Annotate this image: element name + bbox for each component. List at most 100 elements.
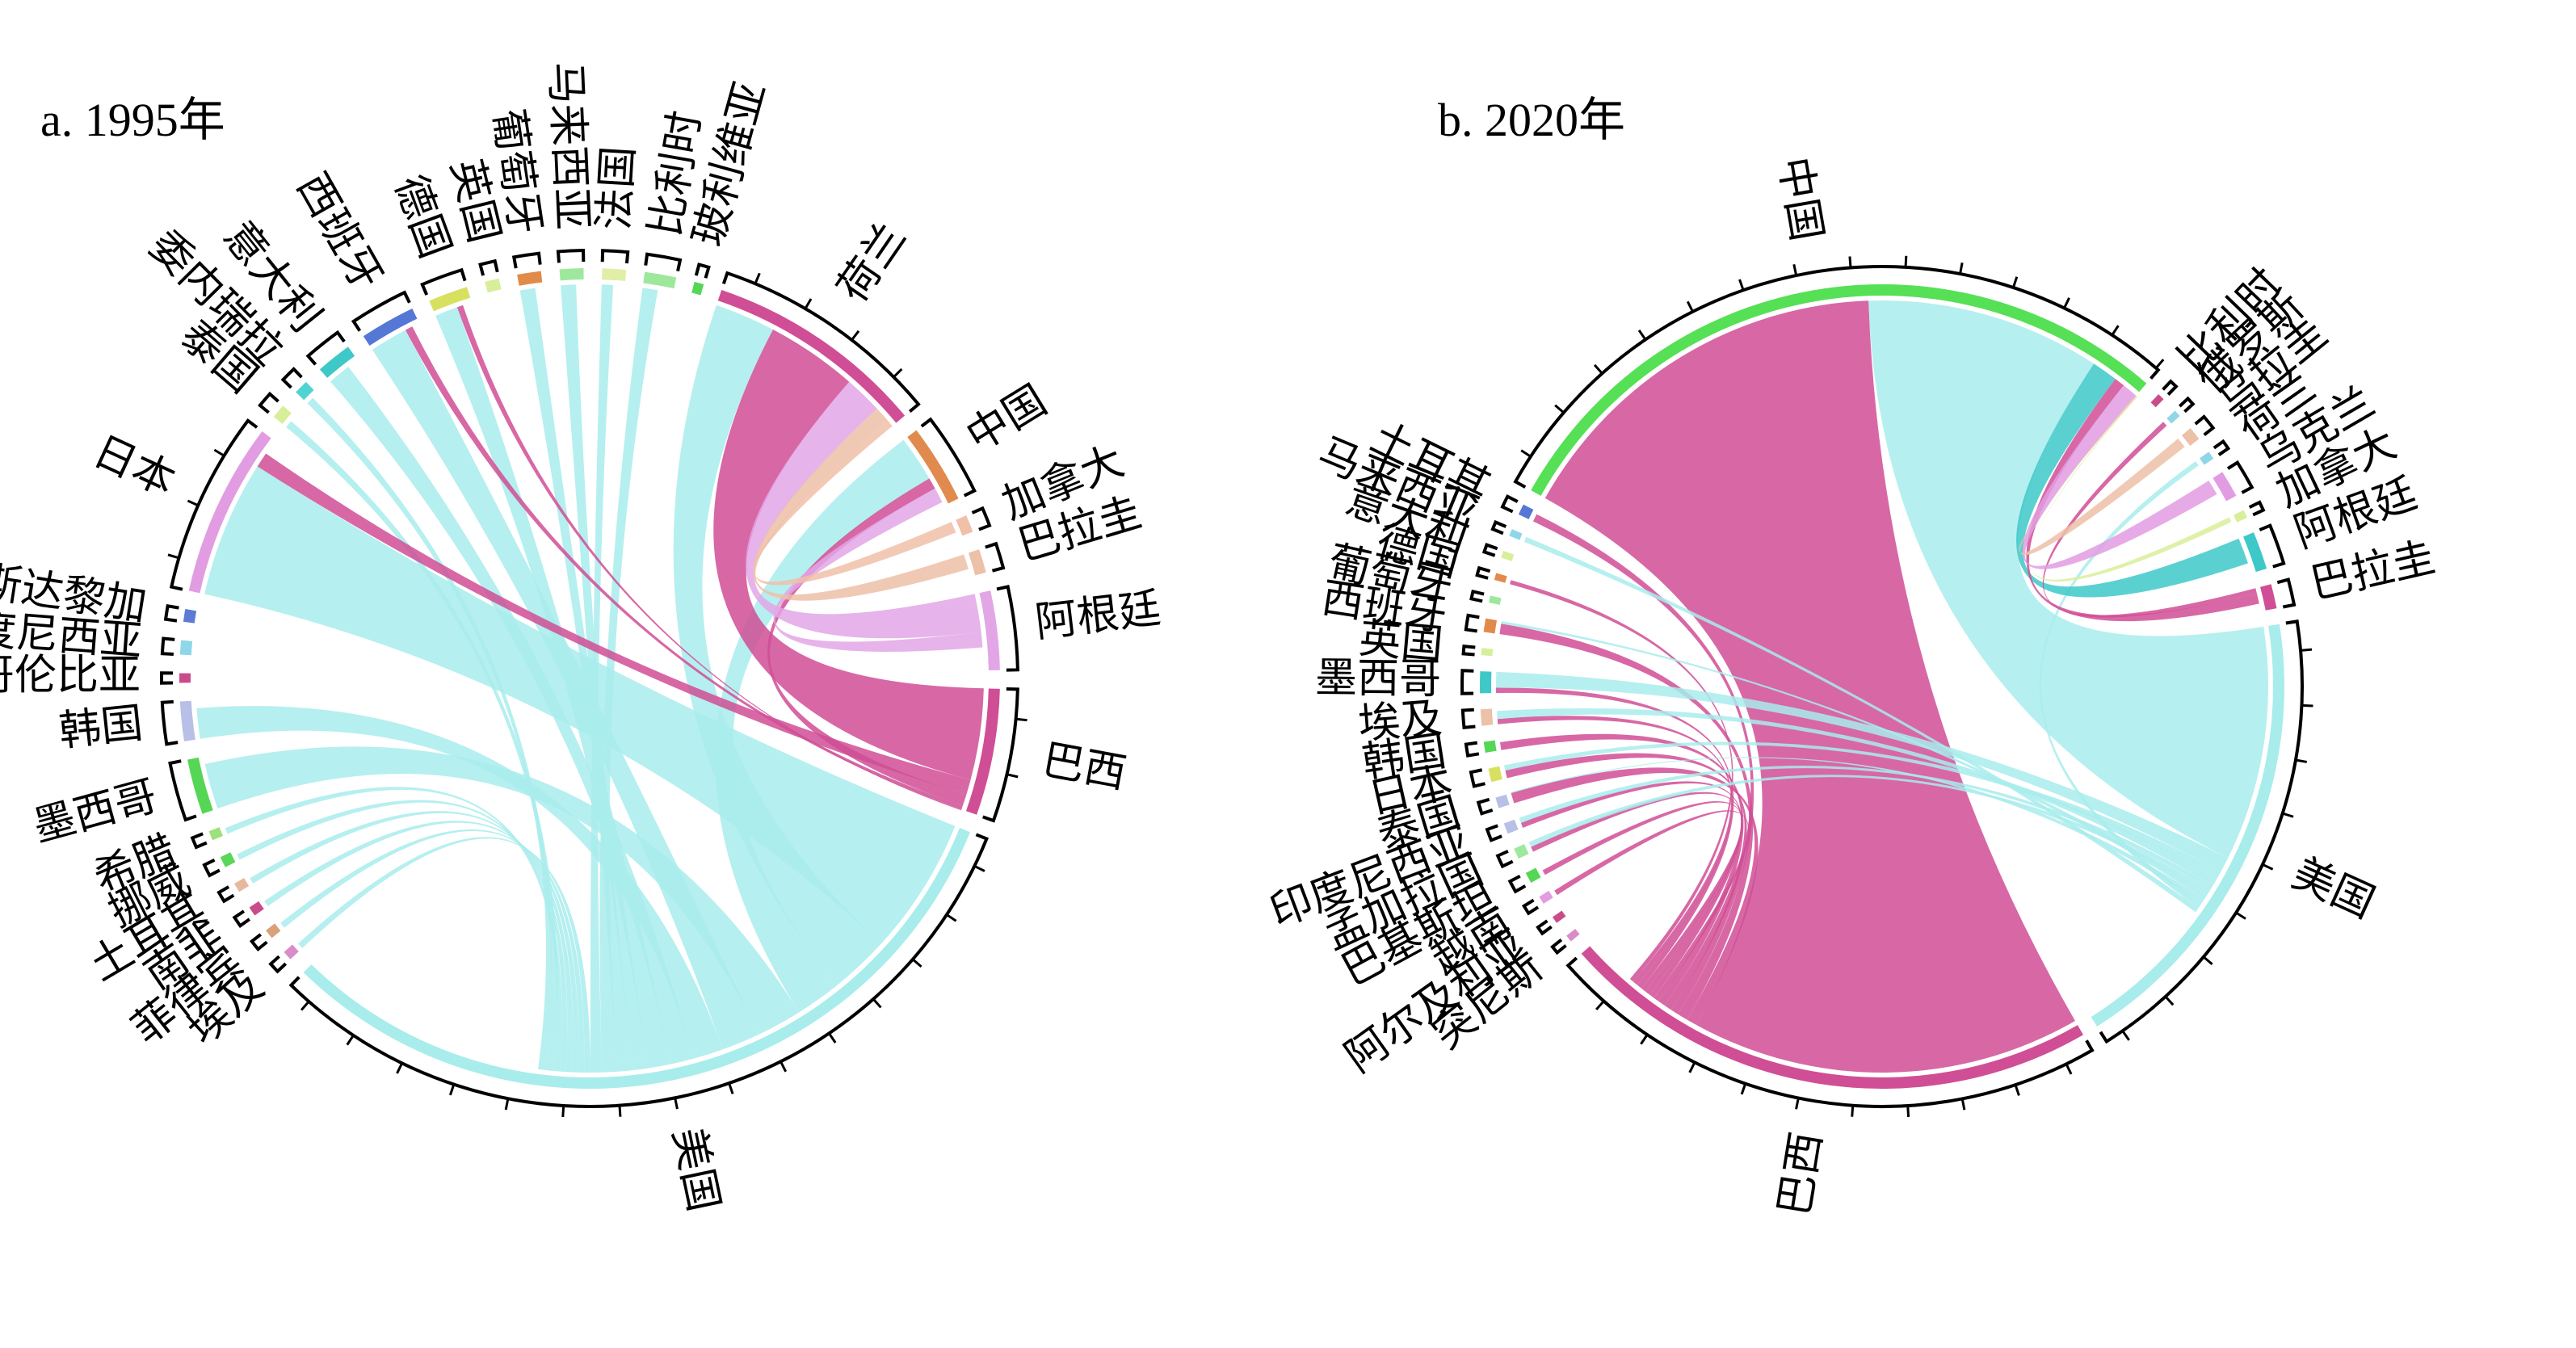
segment-arc-9: [1483, 740, 1497, 753]
segment-arc-16: [363, 308, 418, 346]
segment-bracket-16: [1481, 543, 1498, 557]
segment-tick: [1959, 262, 1964, 275]
segment-bracket-20: [556, 249, 586, 263]
ribbon-11: [590, 284, 614, 1073]
segment-label-12: 英国: [1357, 615, 1445, 670]
segment-tick: [946, 913, 957, 922]
ribbon-1: [1511, 767, 1759, 1025]
segment-tick: [872, 997, 882, 1009]
ribbons: [196, 284, 984, 1073]
segment-tick: [2295, 758, 2308, 763]
segment-bracket-13: [258, 391, 279, 414]
segment-tick: [1740, 1083, 1747, 1095]
segment-arc-3: [1539, 890, 1553, 904]
ribbons: [1496, 300, 2268, 1073]
segment-arc-17: [1509, 529, 1523, 540]
segment-arc-20: [559, 268, 584, 281]
segment-tick: [448, 1084, 456, 1096]
segment-tick: [2300, 648, 2313, 652]
segment-arc-6: [208, 827, 224, 841]
segment-arc-17: [429, 287, 471, 312]
segment-arc-0: [303, 828, 971, 1089]
segment-arc-5: [1514, 844, 1529, 859]
segment-bracket-3: [232, 909, 250, 928]
segment-arc-24: [2213, 472, 2237, 502]
segment-tick: [1738, 279, 1745, 291]
segment-label-25: 中国: [958, 376, 1055, 462]
segment-tick: [504, 1098, 510, 1111]
segment-tick: [780, 1060, 788, 1073]
ribbon-9: [1542, 800, 1743, 992]
ribbon-22: [767, 478, 967, 806]
segment-tick: [804, 298, 813, 309]
segment-bracket-28: [2099, 619, 2304, 1044]
segment-tick: [2202, 955, 2213, 965]
segment-bracket-4: [1507, 874, 1527, 894]
segment-tick: [2235, 911, 2246, 920]
segment-bracket-22: [2194, 414, 2216, 436]
ribbon-26: [2022, 385, 2217, 569]
segment-bracket-17: [1490, 519, 1507, 535]
segment-label-11: 墨西哥: [1315, 654, 1442, 704]
segment-tick: [674, 1098, 679, 1110]
segment-arc-25: [907, 430, 959, 504]
segment-arc-7: [1495, 794, 1510, 808]
segment-arc-22: [643, 271, 677, 289]
segment-arc-15: [1494, 573, 1507, 583]
ribbon-4: [372, 330, 759, 1050]
segment-tick: [1637, 330, 1647, 341]
segment-tick: [1595, 1000, 1605, 1010]
ribbon-0: [1544, 300, 2075, 1073]
segment-arc-5: [220, 852, 236, 867]
segment-tick: [1640, 1034, 1649, 1045]
segment-bracket-22: [644, 252, 683, 272]
segment-arc-15: [319, 346, 355, 378]
segment-tick: [1960, 1098, 1966, 1111]
segment-bracket-6: [1485, 824, 1502, 842]
segment-arc-6: [1503, 819, 1519, 834]
segment-arc-4: [1525, 867, 1541, 883]
segment-bracket-2: [1536, 919, 1553, 936]
segment-tick: [1906, 1105, 1910, 1118]
segment-tick: [2262, 863, 2274, 871]
segment-arc-12: [1481, 648, 1494, 657]
segment-tick: [2111, 325, 2120, 336]
segment-label-28: 美国: [2285, 849, 2382, 928]
segment-arc-27: [2260, 584, 2277, 611]
panel-title-1995: a. 1995年: [40, 94, 225, 146]
ribbon-7: [435, 307, 671, 1069]
segment-arc-22: [2181, 428, 2200, 446]
segment-bracket-9: [1464, 741, 1480, 758]
segment-tick: [1015, 717, 1027, 722]
segment-label-10: 埃及: [1356, 694, 1443, 749]
segment-bracket-29: [982, 687, 1019, 823]
segment-bracket-17: [420, 267, 467, 296]
segment-bracket-8: [160, 699, 179, 746]
segment-bracket-2: [249, 933, 268, 952]
segment-tick: [754, 272, 761, 284]
segment-label-0: 美国: [663, 1123, 728, 1216]
segment-label-20: 马来西亚: [540, 61, 596, 230]
segment-arc-18: [485, 278, 502, 293]
segment-arc-28: [2091, 624, 2284, 1027]
segment-tick: [1686, 300, 1694, 313]
segment-bracket-4: [216, 885, 235, 904]
segment-tick: [213, 448, 225, 457]
segment-bracket-6: [190, 832, 208, 850]
segment-arc-27: [968, 549, 986, 576]
ribbon-24: [2042, 422, 2257, 618]
ribbon-26: [773, 488, 983, 652]
segment-tick: [187, 499, 199, 507]
segment-tick: [2011, 276, 2019, 288]
segment-bracket-27: [2276, 577, 2297, 609]
segment-tick: [912, 958, 922, 968]
segment-arc-21: [602, 268, 627, 281]
segment-bracket-13: [1464, 613, 1480, 633]
segment-arc-8: [179, 700, 195, 741]
segment-arc-2: [266, 923, 281, 939]
segment-arc-23: [691, 281, 704, 296]
segment-bracket-10: [1460, 708, 1476, 730]
segment-bracket-26: [2259, 523, 2286, 569]
segment-bracket-18: [1500, 494, 1519, 514]
